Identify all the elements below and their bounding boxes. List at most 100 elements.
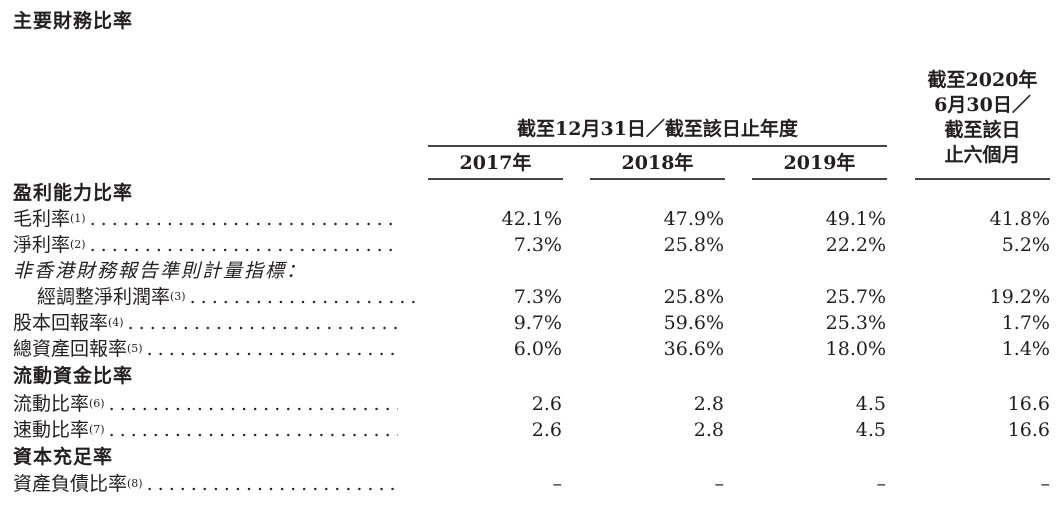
dot-leader: ........................................… [146,473,398,495]
section-header: 流動資金比率 [13,363,1053,389]
dot-leader: ........................................… [89,234,398,256]
table-row: 淨利率(2)..................................… [13,232,1053,258]
footnote-ref: (3) [170,290,186,303]
row-label-cell: 毛利率(1)..................................… [13,206,398,232]
section-header: 資本充足率 [13,444,1053,470]
value-cell: 4.5 [855,419,886,441]
group-rule [428,145,887,147]
table-row: 資產負債比率(8)...............................… [13,471,1053,497]
value-cell: 7.3% [513,234,562,256]
value-cell: 1.4% [1001,338,1050,360]
table-row: 股本回報率(4)................................… [13,310,1053,336]
row-label: 速動比率 [13,419,90,441]
row-label: 盈利能力比率 [13,182,134,204]
value-cell: – [552,473,563,495]
year-header-2019: 2019年 [783,152,856,174]
row-label-cell: 股本回報率(4)................................… [13,310,398,336]
dot-leader: ........................................… [89,208,398,230]
value-cell: 49.1% [825,208,886,230]
value-cell: 6.0% [513,338,562,360]
value-cell: – [714,473,725,495]
row-label-cell: 資產負債比率(8)...............................… [13,471,398,497]
table-row: 毛利率(1)..................................… [13,206,1053,232]
row-label-cell: 淨利率(2)..................................… [13,232,398,258]
year-header-2017: 2017年 [459,152,532,174]
value-cell: 7.3% [513,286,562,308]
value-cell: – [1040,473,1051,495]
dot-leader: ........................................… [108,419,398,441]
row-label: 淨利率 [13,234,71,256]
value-cell: 25.7% [825,286,886,308]
page-title: 主要財務比率 [13,10,134,32]
row-label: 資本充足率 [13,446,114,468]
year-header-2018: 2018年 [621,152,694,174]
value-cell: 25.8% [663,286,724,308]
row-label: 股本回報率 [13,312,109,334]
row-label: 經調整淨利潤率 [37,286,171,308]
interim-header-line: 截至2020年 [927,69,1038,91]
row-label-cell: 總資產回報率(5)...............................… [13,336,398,362]
value-cell: 22.2% [825,234,886,256]
row-label-cell: 流動比率(6).................................… [13,391,398,417]
table-row: 經調整淨利潤率(3)..............................… [13,284,1053,310]
footnote-ref: (6) [89,397,105,410]
footnote-ref: (2) [70,238,86,251]
dot-leader: ........................................… [146,338,398,360]
footnote-ref: (7) [89,423,105,436]
footnote-ref: (5) [127,342,143,355]
section-header: 盈利能力比率 [13,180,1053,206]
value-cell: 19.2% [989,286,1050,308]
row-label: 流動比率 [13,393,90,415]
value-cell: 5.2% [1001,234,1050,256]
value-cell: 4.5 [855,393,886,415]
column-rule [752,178,887,180]
interim-header-line: 6月30日／ [934,94,1031,116]
interim-header-line: 止六個月 [944,144,1021,166]
value-cell: 16.6 [1007,393,1050,415]
row-label: 毛利率 [13,208,71,230]
row-label-cell: 經調整淨利潤率(3)..............................… [13,284,422,310]
value-cell: 41.8% [989,208,1050,230]
dot-leader: ........................................… [189,286,422,308]
value-cell: 2.6 [531,393,562,415]
row-label-cell: 流動資金比率 [13,363,398,389]
row-label-cell: 速動比率(7).................................… [13,417,398,443]
row-label: 資產負債比率 [13,473,128,495]
footnote-ref: (1) [70,212,86,225]
interim-period-header: 截至2020年 6月30日／ 截至該日 止六個月 [915,68,1050,168]
value-cell: – [876,473,887,495]
value-cell: 2.6 [531,419,562,441]
row-label-cell: 非香港財務報告準則計量指標： [13,258,398,284]
subsection-label: 非香港財務報告準則計量指標： [13,258,1053,284]
value-cell: 18.0% [825,338,886,360]
value-cell: 59.6% [663,312,724,334]
value-cell: 2.8 [693,419,724,441]
value-cell: 2.8 [693,393,724,415]
dot-leader: ........................................… [108,393,398,415]
column-rule [428,178,563,180]
row-label-cell: 盈利能力比率 [13,180,398,206]
row-label: 流動資金比率 [13,365,134,387]
row-label: 總資產回報率 [13,338,128,360]
value-cell: 42.1% [501,208,562,230]
value-cell: 36.6% [663,338,724,360]
value-cell: 9.7% [513,312,562,334]
value-cell: 25.8% [663,234,724,256]
value-cell: 1.7% [1001,312,1050,334]
interim-header-line: 截至該日 [944,119,1021,141]
value-cell: 47.9% [663,208,724,230]
footnote-ref: (4) [108,316,124,329]
column-rule [915,178,1050,180]
annual-group-header: 截至12月31日／截至該日止年度 [517,118,798,140]
footnote-ref: (8) [127,477,143,490]
table-row: 速動比率(7).................................… [13,417,1053,443]
table-row: 流動比率(6).................................… [13,391,1053,417]
value-cell: 16.6 [1007,419,1050,441]
dot-leader: ........................................… [127,312,398,334]
column-rule [590,178,725,180]
table-row: 總資產回報率(5)...............................… [13,336,1053,362]
row-label-cell: 資本充足率 [13,444,398,470]
row-label: 非香港財務報告準則計量指標： [13,260,308,282]
value-cell: 25.3% [825,312,886,334]
